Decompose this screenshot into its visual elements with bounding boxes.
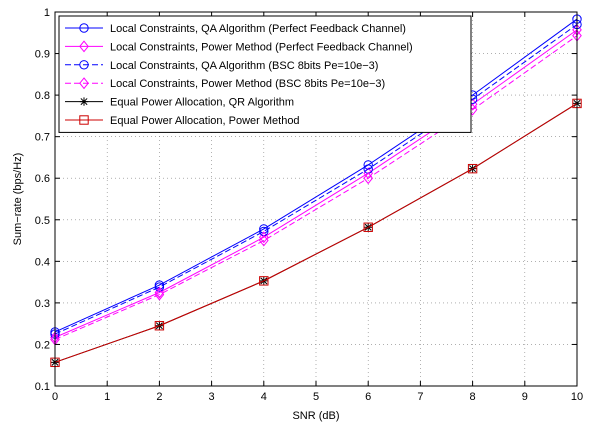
marker-square [259, 276, 269, 286]
x-tick-label: 8 [470, 391, 476, 403]
legend-label: Equal Power Allocation, Power Method [110, 115, 300, 127]
legend-label: Local Constraints, Power Method (Perfect… [110, 41, 413, 53]
marker-square [154, 321, 165, 331]
series-line [54, 24, 578, 335]
legend-label: Local Constraints, Power Method (BSC 8bi… [110, 78, 385, 90]
legend-label: Local Constraints, QA Algorithm (Perfect… [110, 23, 406, 35]
legend: Local Constraints, QA Algorithm (Perfect… [58, 15, 472, 133]
marker-diamond [363, 172, 374, 185]
marker-diamond [79, 40, 89, 53]
marker-diamond [79, 77, 89, 90]
marker-diamond [154, 288, 165, 301]
x-tick-label: 4 [261, 391, 267, 403]
legend-label: Equal Power Allocation, QR Algorithm [110, 97, 294, 109]
legend-item: Local Constraints, QA Algorithm (BSC 8bi… [65, 60, 378, 72]
y-tick-label: 0.6 [35, 173, 50, 185]
x-tick-label: 9 [522, 391, 528, 403]
marker-circle [79, 60, 89, 70]
legend-item: Equal Power Allocation, QR Algorithm [65, 97, 294, 109]
legend-item: Equal Power Allocation, Power Method [65, 115, 300, 127]
y-tick-label: 0.1 [35, 381, 50, 393]
x-axis-label: SNR (dB) [292, 410, 339, 422]
y-tick-label: 0.4 [35, 256, 50, 268]
x-tick-label: 1 [104, 391, 110, 403]
x-tick-label: 3 [209, 391, 215, 403]
marker-square [79, 115, 89, 125]
y-tick-label: 0.5 [35, 215, 50, 227]
y-tick-label: 0.3 [35, 298, 50, 310]
marker-asterisk [79, 97, 89, 106]
series-line [54, 35, 578, 340]
x-tick-label: 10 [571, 391, 583, 403]
x-tick-label: 2 [156, 391, 162, 403]
legend-item: Local Constraints, QA Algorithm (Perfect… [65, 23, 406, 35]
x-tick-label: 5 [313, 391, 319, 403]
marker-diamond [258, 234, 269, 247]
legend-item: Local Constraints, Power Method (BSC 8bi… [65, 77, 385, 90]
series-group [50, 14, 582, 368]
series-4 [50, 29, 582, 346]
x-tick-label: 0 [52, 391, 58, 403]
y-tick-label: 0.8 [35, 90, 50, 102]
marker-square [363, 222, 373, 232]
marker-diamond [258, 231, 269, 244]
legend-label: Local Constraints, QA Algorithm (BSC 8bi… [110, 60, 378, 72]
x-tick-label: 7 [417, 391, 423, 403]
marker-circle [154, 282, 165, 292]
axis-ticks: 0 1 2 3 4 5 6 7 8 9 10 0.1 0.2 0.3 0.4 0.5 0.6 0.7 0.8 0.9 1 [35, 7, 583, 403]
series-line [54, 18, 578, 333]
y-tick-label: 0.2 [35, 339, 50, 351]
marker-circle [79, 23, 89, 33]
y-tick-label: 0.9 [35, 49, 50, 61]
y-axis-label: Sum−rate (bps/Hz) [12, 153, 24, 246]
x-tick-label: 6 [365, 391, 371, 403]
series-line [54, 102, 578, 363]
marker-square [467, 163, 478, 174]
y-tick-label: 0.7 [35, 132, 50, 144]
y-tick-label: 1 [44, 7, 50, 19]
legend-item: Local Constraints, Power Method (Perfect… [65, 40, 413, 53]
legend-box [58, 15, 472, 133]
series-line [54, 29, 578, 338]
